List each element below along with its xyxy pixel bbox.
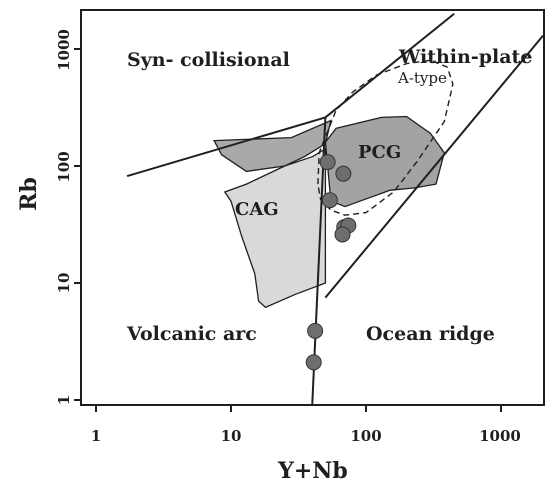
overlap-field	[213, 119, 332, 173]
within-plate-label: Within-plate	[398, 46, 532, 68]
label-layer: Syn- collisional Within-plate A-type Vol…	[126, 46, 532, 345]
syn-collisional-label: Syn- collisional	[127, 49, 290, 71]
y-tick-label: 1	[55, 395, 73, 405]
field-layer	[213, 59, 454, 309]
volcanic-arc-label: Volcanic arc	[126, 323, 257, 345]
y-ticks: 1 10 100 1000	[55, 29, 73, 405]
sample-point	[319, 154, 336, 171]
x-tick-label: 100	[350, 427, 381, 445]
pcg-field	[324, 115, 446, 208]
x-axis-title: Y+Nb	[277, 458, 348, 484]
sample-point	[305, 354, 322, 371]
boundary-layer	[126, 13, 544, 405]
y-tick-label: 10	[55, 273, 73, 294]
x-tick-label: 1	[91, 427, 101, 445]
sample-point	[321, 192, 338, 209]
boundary-line	[324, 13, 455, 119]
x-tick-label: 1000	[479, 427, 521, 445]
pcg-label: PCG	[358, 142, 401, 163]
y-tick-label: 1000	[55, 29, 73, 71]
x-tick-label: 10	[221, 427, 242, 445]
plot-frame	[80, 9, 545, 406]
boundary-line	[126, 116, 326, 178]
sample-point	[334, 226, 351, 243]
axes-layer: 1 10 100 1000 1 10 100 1000 Y+Nb Rb	[16, 29, 521, 484]
x-ticks: 1 10 100 1000	[91, 427, 521, 445]
sample-point	[307, 322, 324, 339]
ocean-ridge-label: Ocean ridge	[366, 323, 495, 345]
boundary-line	[324, 35, 544, 299]
cag-label: CAG	[235, 199, 279, 220]
point-layer	[305, 154, 357, 371]
a-type-field	[317, 59, 454, 216]
a-type-label: A-type	[397, 69, 447, 87]
y-tick-label: 100	[55, 151, 73, 182]
cag-field	[223, 147, 327, 309]
sample-point	[335, 165, 352, 182]
y-axis-title: Rb	[16, 177, 42, 211]
